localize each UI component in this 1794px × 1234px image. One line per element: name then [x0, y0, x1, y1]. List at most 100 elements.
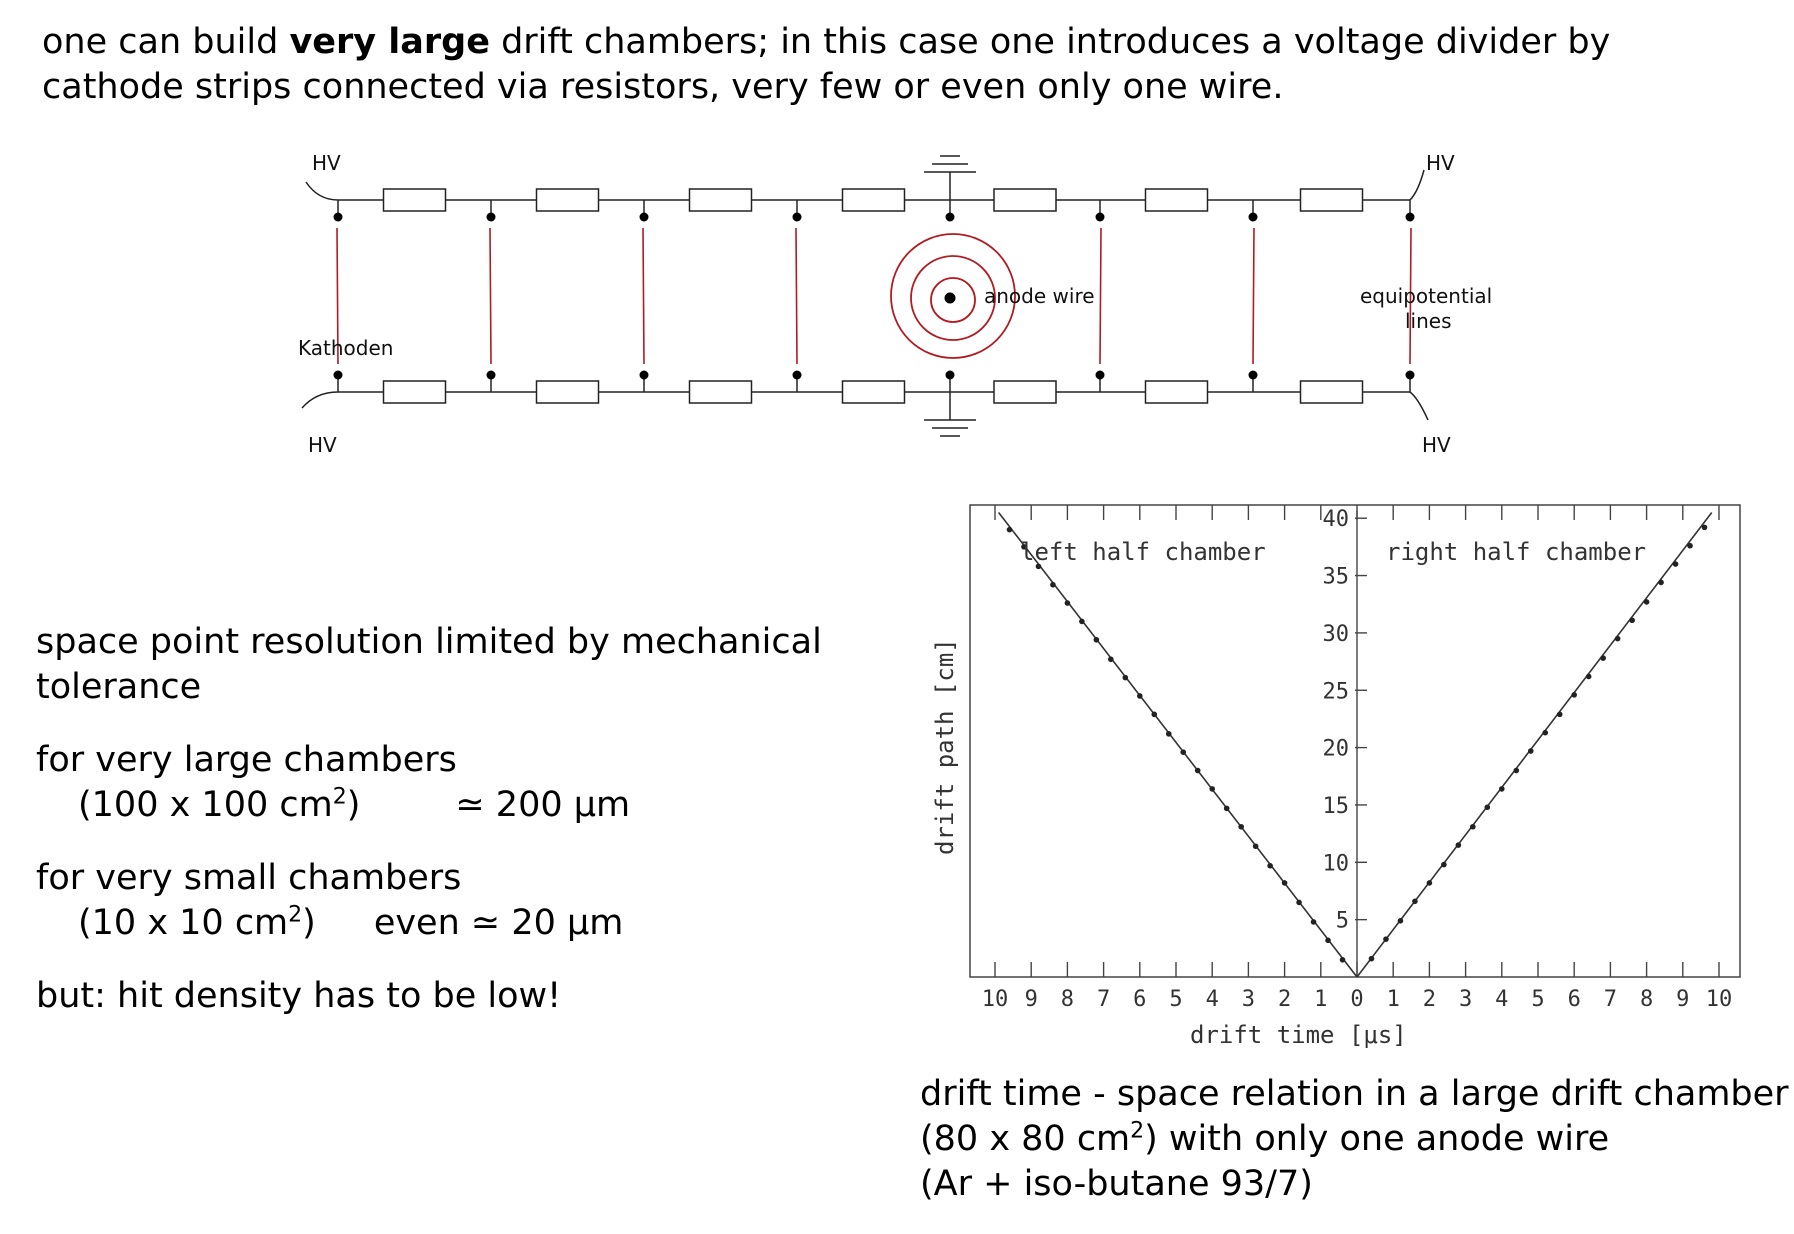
x-tick-label: 8: [1061, 987, 1074, 1012]
x-tick-label: 7: [1604, 987, 1617, 1012]
hv-lead-tl: [305, 181, 339, 201]
data-point-left: [1180, 749, 1187, 755]
cathode-node-top: [333, 212, 343, 222]
small-dims: (10 x 10 cm: [78, 903, 289, 943]
x-tick-label: 2: [1278, 987, 1291, 1012]
anode-wire-dot: [944, 292, 956, 304]
y-tick-label: 35: [1323, 565, 1350, 590]
y-tick-label: 10: [1323, 851, 1350, 876]
data-point-right: [1629, 617, 1635, 624]
cathode-node-bottom: [486, 370, 496, 380]
x-tick-label: 6: [1133, 987, 1146, 1012]
data-point-left: [1165, 731, 1172, 737]
data-point-right: [1397, 917, 1404, 924]
data-point-left: [1064, 600, 1071, 606]
hv-label-top-right: HV: [1426, 151, 1455, 175]
data-point-left: [1281, 880, 1288, 886]
data-point-left: [1194, 767, 1201, 774]
intro-post: drift chambers; in this case one introdu…: [42, 22, 1611, 107]
data-point-left: [1325, 937, 1331, 944]
data-point-left: [1339, 956, 1346, 963]
data-point-right: [1614, 635, 1621, 642]
resistor-bottom: [993, 380, 1057, 404]
annotation-right: right half chamber: [1386, 538, 1646, 566]
cathode-node-bottom: [1405, 370, 1415, 380]
data-point-right: [1484, 804, 1491, 811]
cathode-strip: [1409, 227, 1412, 365]
resistor-top: [1299, 188, 1364, 212]
intro-paragraph: one can build very large drift chambers;…: [42, 20, 1762, 110]
cathode-node-top: [945, 212, 955, 222]
y-tick-label: 25: [1323, 679, 1350, 704]
intro-pre: one can build: [42, 22, 290, 62]
data-point-left: [1209, 786, 1215, 792]
cathode-node-top: [486, 212, 496, 222]
data-point-left: [1050, 581, 1056, 588]
data-point-left: [1252, 843, 1259, 850]
intro-bold: very large: [289, 22, 490, 62]
resolution-text: space point resolution limited by mechan…: [36, 620, 822, 710]
hv-label-bottom-right: HV: [1422, 433, 1451, 457]
small-chambers-text: for very small chambers (10 x 10 cm2) eve…: [36, 856, 623, 946]
y-tick-label: 15: [1323, 794, 1350, 819]
x-tick-label: 3: [1242, 987, 1255, 1012]
hv-label-bottom-left: HV: [308, 433, 337, 457]
resistor-bottom: [382, 380, 447, 404]
res-line-2: tolerance: [36, 667, 202, 707]
resistor-top: [841, 188, 906, 212]
x-tick-label: 1: [1314, 987, 1327, 1012]
resistor-bottom: [688, 380, 753, 404]
small-line-2: (10 x 10 cm2) even ≃ 20 μm: [36, 901, 623, 946]
caption-line-3: (Ar + iso-butane 93/7): [920, 1164, 1313, 1204]
resistor-bottom: [535, 380, 600, 404]
caption-line-1: drift time - space relation in a large d…: [920, 1074, 1789, 1114]
caption-line-2: (80 x 80 cm2) with only one anode wire: [920, 1117, 1789, 1162]
x-tick-label: 10: [982, 987, 1009, 1012]
data-point-right: [1542, 729, 1549, 736]
cathode-node-bottom: [792, 370, 802, 380]
cathode-node-bottom: [1095, 370, 1105, 380]
caption-rest: ) with only one anode wire: [1144, 1119, 1610, 1159]
data-point-right: [1585, 673, 1592, 680]
data-point-right: [1470, 823, 1476, 830]
cathode-strip: [642, 227, 645, 365]
small-line-1: for very small chambers: [36, 858, 462, 898]
data-point-left: [1151, 711, 1158, 718]
data-point-right: [1368, 955, 1375, 962]
cathode-strip: [1252, 227, 1255, 365]
resistor-bottom: [1299, 380, 1364, 404]
anode-wire-label: anode wire: [984, 284, 1095, 308]
equipotential-label: equipotential: [1360, 284, 1492, 308]
data-point-left: [1137, 693, 1143, 699]
annotation-left: left half chamber: [1020, 538, 1266, 566]
hv-label-top-left: HV: [312, 151, 341, 175]
data-point-left: [1238, 823, 1244, 830]
data-point-left: [1079, 618, 1085, 625]
x-tick-label: 9: [1676, 987, 1689, 1012]
lines-label: lines: [1405, 309, 1452, 333]
kathoden-label: Kathoden: [298, 336, 393, 360]
resistor-top: [993, 188, 1057, 212]
x-tick-label: 1: [1387, 987, 1400, 1012]
y-tick-label: 20: [1323, 737, 1350, 762]
hv-lead-br: [1409, 391, 1429, 421]
cathode-node-bottom: [945, 370, 955, 380]
res-line-1: space point resolution limited by mechan…: [36, 622, 822, 662]
large-dims: (100 x 100 cm: [78, 785, 333, 825]
data-point-left: [1122, 674, 1129, 681]
x-tick-label: 6: [1568, 987, 1581, 1012]
small-value: even ≃ 20 μm: [373, 903, 624, 943]
caption-dims: (80 x 80 cm: [920, 1119, 1131, 1159]
cathode-node-top: [792, 212, 802, 222]
resistor-top: [688, 188, 753, 212]
x-tick-label: 0: [1350, 987, 1363, 1012]
equipotential-circle: [910, 255, 996, 341]
data-point-left: [1296, 899, 1302, 906]
y-tick-label: 40: [1323, 507, 1350, 532]
data-point-right: [1556, 711, 1563, 718]
x-axis-label: drift time [μs]: [1190, 1021, 1407, 1049]
x-tick-label: 8: [1640, 987, 1653, 1012]
large-value: ≃ 200 μm: [455, 785, 631, 825]
small-sup: 2: [288, 902, 303, 928]
